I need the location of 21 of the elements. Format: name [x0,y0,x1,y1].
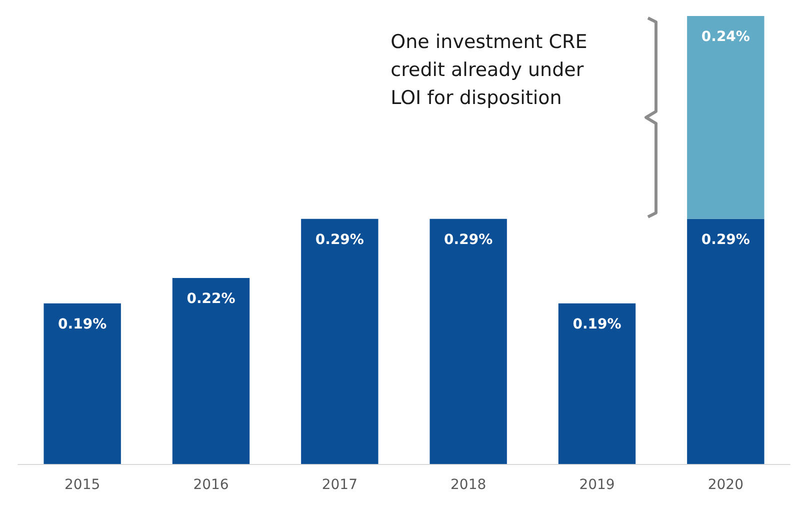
bar [301,218,378,464]
bar [430,218,507,464]
x-tick-label: 2020 [708,477,744,493]
data-label: 0.22% [186,291,236,308]
data-label: 0.29% [315,232,364,248]
bar [558,303,636,464]
x-tick-label: 2018 [450,477,486,493]
data-label: 0.19% [572,316,622,332]
data-label: 0.29% [701,232,750,248]
data-label: 0.24% [701,29,750,45]
x-tick-label: 2015 [64,477,100,493]
annotation: One investment CRE credit already under LOI for disposition [390,31,594,109]
x-tick-label: 2019 [579,477,615,493]
x-tick-label: 2017 [322,477,358,493]
bar [172,278,250,464]
bar [687,218,764,464]
bar [44,303,121,464]
data-label: 0.29% [444,232,493,248]
x-tick-label: 2016 [193,477,229,493]
data-label: 0.19% [58,316,107,332]
bar [687,16,764,219]
